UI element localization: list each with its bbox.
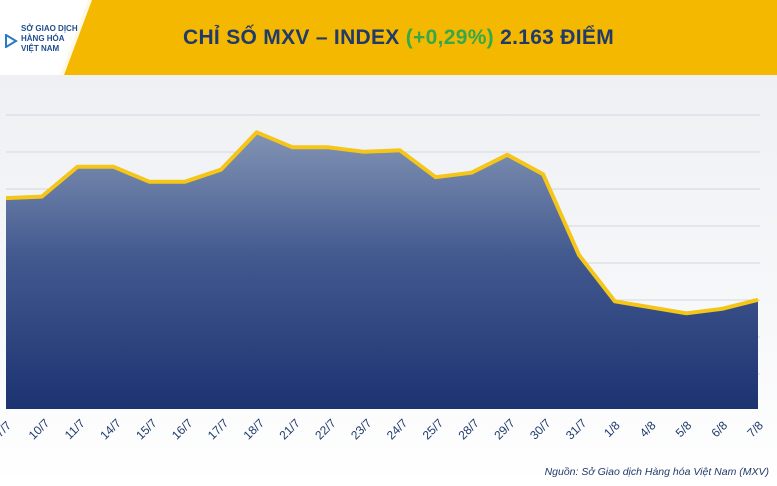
x-tick-label: 22/7 [312, 416, 339, 443]
x-tick-label: 29/7 [491, 416, 518, 443]
logo-mark-icon [5, 34, 18, 48]
x-tick-label: 11/7 [62, 416, 88, 442]
x-tick-label: 16/7 [169, 416, 196, 443]
x-tick-label: 14/7 [97, 416, 124, 443]
x-tick-label: 30/7 [527, 416, 554, 443]
x-axis-labels: 7/7 10/7 11/7 14/7 15/7 16/7 17/7 18/7 21/7 22/7 2… [0, 416, 766, 443]
header-bar: SỞ GIAO DỊCH HÀNG HÓA VIỆT NAM CHỈ SỐ MX… [0, 0, 777, 75]
logo-line-1: SỞ GIAO DỊCH [21, 24, 78, 33]
x-tick-label: 21/7 [276, 416, 303, 443]
x-tick-label: 15/7 [133, 416, 160, 443]
x-tick-label: 17/7 [205, 416, 232, 443]
x-tick-label: 31/7 [563, 416, 590, 443]
logo-text: SỞ GIAO DỊCH HÀNG HÓA VIỆT NAM [21, 24, 101, 54]
x-tick-label: 4/8 [637, 418, 659, 440]
x-tick-label: 7/7 [0, 418, 14, 440]
source-note: Nguồn: Sở Giao dịch Hàng hóa Việt Nam (M… [544, 466, 769, 478]
x-tick-label: 6/8 [709, 418, 731, 440]
x-tick-label: 25/7 [420, 416, 447, 443]
logo-line-2: HÀNG HÓA [21, 34, 65, 43]
logo-line-3: VIỆT NAM [21, 44, 60, 53]
title-value: 2.163 ĐIỂM [500, 25, 614, 49]
x-tick-label: 23/7 [348, 416, 375, 443]
chart-title: CHỈ SỐ MXV – INDEX (+0,29%) 2.163 ĐIỂM [0, 0, 777, 75]
title-change: (+0,29%) [405, 25, 494, 49]
area-fill [6, 132, 758, 410]
x-tick-label: 1/8 [601, 418, 623, 440]
x-tick-label: 7/8 [744, 418, 766, 440]
x-tick-label: 28/7 [455, 416, 482, 443]
x-tick-label: 10/7 [26, 416, 53, 443]
x-tick-label: 18/7 [241, 416, 268, 443]
title-prefix: CHỈ SỐ MXV – INDEX [183, 25, 400, 49]
series-line [5, 130, 759, 316]
x-tick-label: 5/8 [673, 418, 695, 440]
x-tick-label: 24/7 [384, 416, 411, 443]
